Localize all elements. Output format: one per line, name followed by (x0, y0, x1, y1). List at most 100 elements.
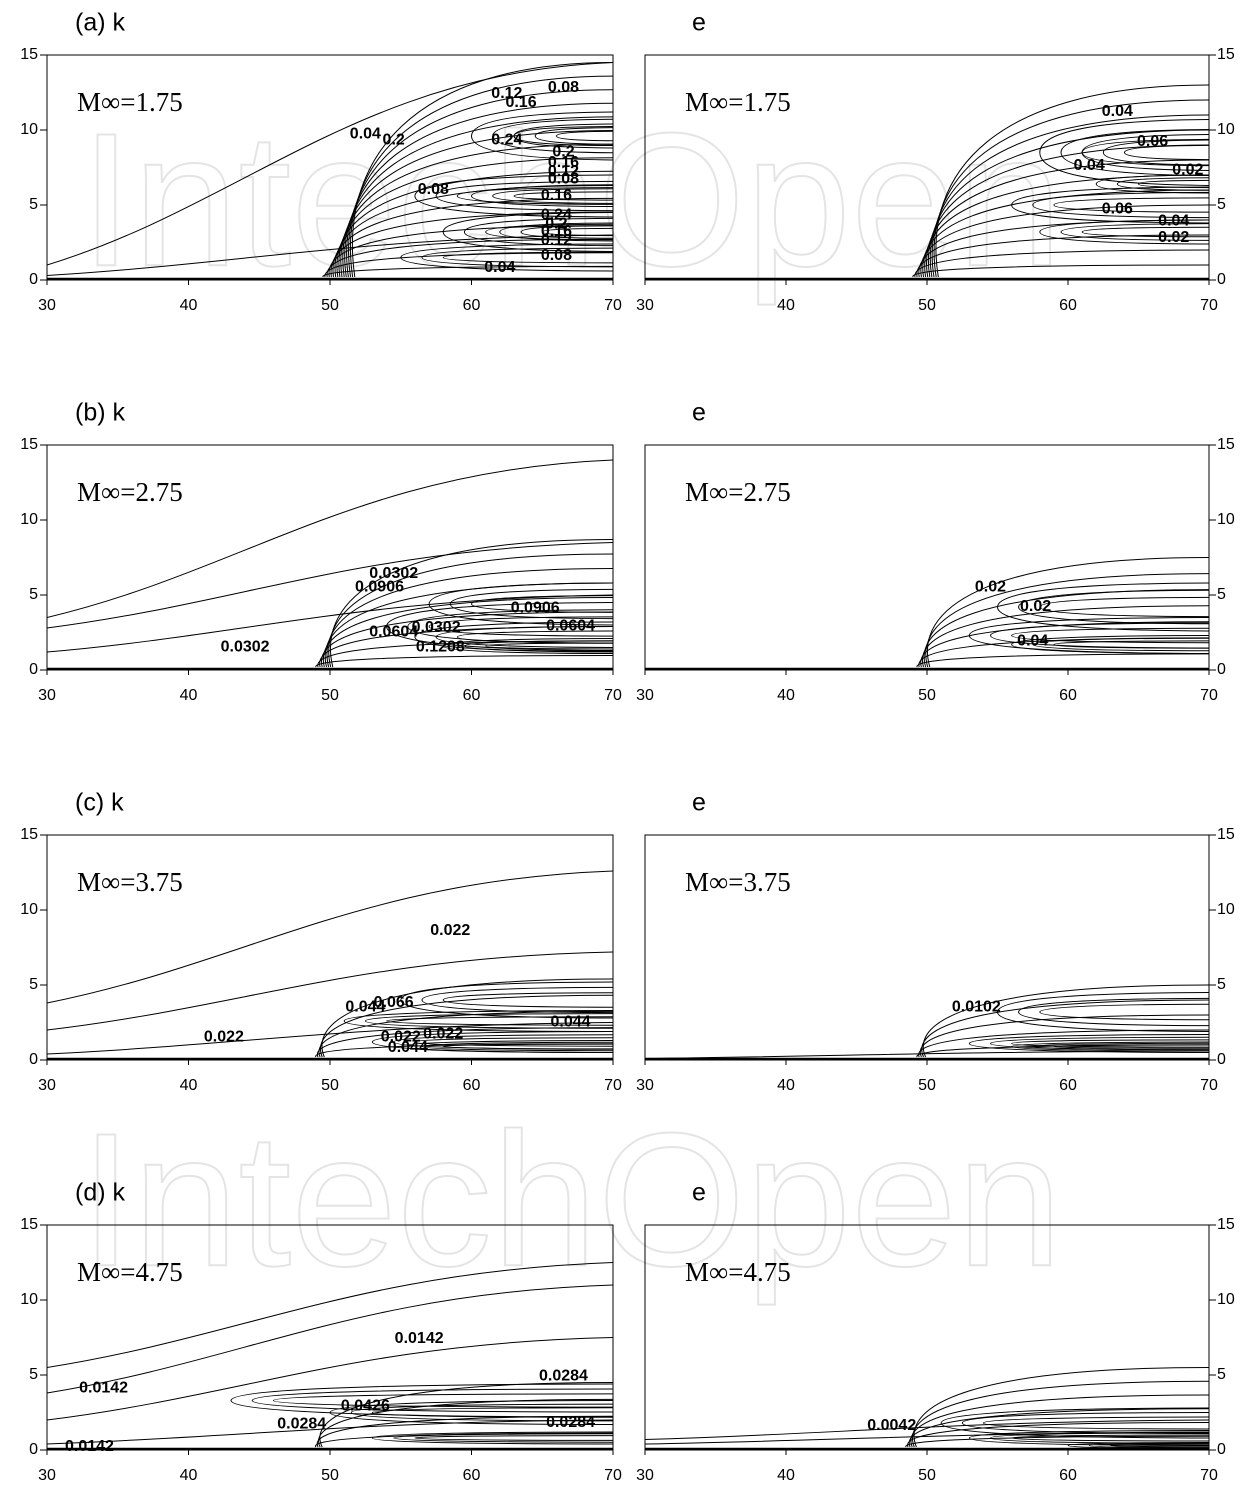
contour-line (386, 1016, 613, 1026)
contour-line (1081, 134, 1209, 171)
x-tick-label: 40 (180, 1467, 198, 1484)
contour-line (922, 605, 1209, 668)
contour-line (926, 557, 1209, 668)
contour-line (442, 1043, 613, 1050)
contour-label: 0.16 (541, 223, 572, 240)
contour-line (513, 123, 613, 149)
x-tick-label: 30 (38, 297, 56, 314)
contour-line (1053, 1044, 1209, 1049)
contour-line (485, 223, 613, 241)
contour-line (1060, 128, 1209, 177)
contour-line (456, 187, 613, 205)
contour-line (922, 189, 1209, 278)
contours (645, 1367, 1209, 1450)
mach-annotation: M∞=2.75 (77, 477, 183, 507)
contour-label: 0.24 (491, 132, 522, 149)
x-tick-label: 60 (463, 1467, 481, 1484)
contour-line (989, 622, 1209, 649)
contour-label: 0.12 (548, 163, 579, 180)
contour-line (1039, 219, 1209, 245)
y-tick-label: 5 (1217, 586, 1226, 603)
contour-label: 0.0604 (369, 624, 418, 641)
y-tick-label: 0 (29, 661, 38, 678)
contour-line (534, 127, 613, 145)
y-tick-label: 5 (1217, 196, 1226, 213)
mach-annotation: M∞=1.75 (685, 87, 791, 117)
contour-label: 0.022 (204, 1029, 244, 1046)
contour-line (321, 978, 613, 1058)
contour-label: 0.044 (388, 1039, 428, 1056)
panel-title: (b) k (75, 399, 126, 427)
contour-line (919, 1014, 1209, 1058)
x-tick-label: 30 (636, 1467, 654, 1484)
contour-label: 0.022 (423, 1026, 463, 1043)
x-tick-label: 40 (777, 687, 795, 704)
contour-line (914, 249, 1209, 278)
contour-line (1011, 1039, 1209, 1048)
contour-line (320, 994, 613, 1058)
contour-line (928, 144, 1209, 278)
x-tick-label: 30 (636, 687, 654, 704)
contour-line (386, 602, 613, 651)
x-tick-label: 30 (636, 1077, 654, 1094)
contour-line (492, 118, 613, 154)
x-tick-label: 60 (1059, 1467, 1077, 1484)
contour-line (1018, 997, 1209, 1027)
contour-line (940, 1407, 1209, 1439)
contour-line (1018, 589, 1209, 625)
contour-label: 0.02 (1158, 229, 1189, 246)
contour-line (47, 459, 613, 618)
x-tick-label: 30 (38, 687, 56, 704)
contours (47, 870, 613, 1060)
contour-line (371, 1407, 613, 1418)
contour-line (47, 542, 613, 629)
contour-line (1032, 1042, 1209, 1051)
y-tick-label: 5 (29, 1366, 38, 1383)
y-tick-label: 10 (1217, 1291, 1235, 1308)
contour-line (968, 1034, 1209, 1053)
contour-line (982, 1416, 1209, 1430)
contour-line (47, 870, 613, 1004)
contour-line (346, 102, 613, 278)
x-tick-label: 30 (38, 1467, 56, 1484)
contour-line (645, 1050, 1209, 1059)
mach-annotation: M∞=4.75 (77, 1257, 183, 1287)
contour-line (1102, 139, 1209, 166)
contour-line (449, 588, 613, 620)
y-tick-label: 5 (29, 586, 38, 603)
x-tick-label: 70 (1200, 687, 1218, 704)
panel-title: e (692, 399, 706, 427)
contour-line (47, 62, 613, 266)
contour-line (338, 157, 613, 278)
contours (47, 62, 613, 280)
contour-label: 0.022 (381, 1029, 421, 1046)
contour-line (393, 1433, 613, 1443)
contour-label: 0.12 (491, 85, 522, 102)
contour-label: 0.0906 (511, 600, 560, 617)
contour-line (442, 251, 613, 264)
mach-annotation: M∞=3.75 (685, 867, 791, 897)
contour-line (1011, 186, 1209, 224)
contour-line (1123, 144, 1209, 161)
contour-line (555, 130, 613, 142)
y-tick-label: 10 (20, 121, 38, 138)
y-tick-label: 0 (1217, 271, 1226, 288)
y-tick-label: 0 (1217, 661, 1226, 678)
contour-line (920, 621, 1209, 668)
contour-line (47, 1419, 613, 1445)
contour-label: 0.04 (1017, 633, 1048, 650)
contour-line (1011, 1434, 1209, 1442)
y-tick-label: 10 (1217, 511, 1235, 528)
contour-line (47, 951, 613, 1031)
contour-line (513, 191, 613, 201)
contour-line (920, 204, 1209, 278)
contour-label: 0.08 (548, 171, 579, 188)
contour-line (349, 75, 613, 278)
x-tick-label: 50 (918, 687, 936, 704)
contour-label: 0.0302 (412, 619, 461, 636)
contour-line (442, 638, 613, 654)
x-tick-label: 70 (604, 1467, 622, 1484)
panel-title: e (692, 1179, 706, 1207)
x-tick-label: 40 (180, 1077, 198, 1094)
contour-line (47, 1337, 613, 1421)
